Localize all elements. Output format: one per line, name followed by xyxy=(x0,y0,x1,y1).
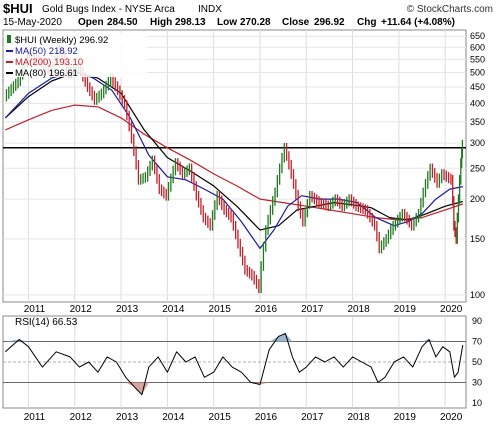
price-y-tick-label: 450 xyxy=(470,82,485,92)
legend-entry: MA(200) 193.10 xyxy=(15,57,83,68)
price-y-tick-label: 350 xyxy=(470,117,485,127)
ma50-line xyxy=(4,70,463,249)
close-label: Close xyxy=(282,17,310,28)
price-y-tick-label: 250 xyxy=(470,163,485,173)
price-x-tick-label: 2017 xyxy=(301,304,324,315)
rsi-x-tick-label: 2012 xyxy=(70,412,93,423)
price-y-tick-label: 400 xyxy=(470,98,485,108)
low-label: Low xyxy=(217,17,237,28)
price-panel: 2011 2012 2013 2014 2015 2016 2017 2018 2019 2020… xyxy=(2,29,485,315)
low-value: 270.28 xyxy=(240,17,271,28)
chart-symbol: $HUI xyxy=(3,1,33,16)
price-x-tick-label: 2014 xyxy=(162,304,185,315)
price-y-tick-label: 650 xyxy=(470,31,485,41)
rsi-oversold-fill xyxy=(125,382,135,388)
price-x-tick-label: 2013 xyxy=(116,304,139,315)
price-x-tick-label: 2011 xyxy=(24,304,46,315)
quote-date: 15-May-2020 xyxy=(3,17,62,28)
chg-label: Chg xyxy=(357,17,376,28)
rsi-x-tick-label: 2016 xyxy=(255,412,278,423)
legend-swatch xyxy=(7,35,11,43)
chg-value: +11.64 (+4.08%) xyxy=(381,17,455,28)
price-y-tick-label: 500 xyxy=(470,67,485,77)
price-x-tick-label: 2012 xyxy=(70,304,93,315)
rsi-x-tick-label: 2013 xyxy=(116,412,139,423)
ma200-line xyxy=(5,104,463,221)
price-y-tick-label: 550 xyxy=(470,54,485,64)
rsi-line xyxy=(4,332,464,396)
high-value: 298.13 xyxy=(175,17,206,28)
price-x-tick-label: 2020 xyxy=(440,304,463,315)
rsi-y-tick-label: 90 xyxy=(472,316,482,326)
rsi-overbought-fill xyxy=(5,339,20,342)
legend-box xyxy=(5,33,147,77)
rsi-label: RSI(14) 66.53 xyxy=(15,317,78,328)
chart-name: Gold Bugs Index - NYSE Arca xyxy=(42,4,175,15)
price-y-tick-label: 100 xyxy=(470,290,485,300)
price-x-tick-label: 2016 xyxy=(255,304,278,315)
legend-entry: $HUI (Weekly) 296.92 xyxy=(15,35,108,46)
rsi-y-tick-label: 70 xyxy=(472,337,482,347)
open-value: 284.50 xyxy=(107,17,138,28)
close-value: 296.92 xyxy=(314,17,345,28)
rsi-x-tick-label: 2019 xyxy=(394,412,417,423)
high-label: High xyxy=(150,17,172,28)
price-y-tick-label: 200 xyxy=(470,194,485,204)
rsi-x-tick-label: 2018 xyxy=(347,412,370,423)
chart-watermark: © StockCharts.com xyxy=(407,4,493,15)
rsi-x-tick-label: 2020 xyxy=(440,412,463,423)
price-x-tick-label: 2019 xyxy=(394,304,417,315)
price-y-tick-label: 600 xyxy=(470,42,485,52)
rsi-y-tick-label: 10 xyxy=(472,398,482,408)
price-y-tick-label: 300 xyxy=(470,138,485,148)
rsi-oversold-fill xyxy=(259,382,270,385)
rsi-oversold-fill xyxy=(134,382,142,395)
price-x-tick-label: 2015 xyxy=(209,304,232,315)
rsi-x-tick-label: 2015 xyxy=(209,412,232,423)
rsi-panel: 2011 2012 2013 2014 2015 2016 2017 2018 2019 2020… xyxy=(2,315,482,423)
rsi-y-tick-label: 50 xyxy=(472,357,482,367)
open-label: Open xyxy=(78,17,104,28)
rsi-x-tick-label: 2011 xyxy=(24,412,46,423)
legend-entry: MA(80) 196.61 xyxy=(15,68,78,79)
rsi-overbought-fill xyxy=(278,333,286,342)
rsi-y-tick-label: 30 xyxy=(472,377,482,387)
chart-exchange: INDX xyxy=(198,4,222,15)
rsi-x-tick-label: 2017 xyxy=(301,412,324,423)
price-y-tick-label: 150 xyxy=(470,234,485,244)
rsi-x-tick-label: 2014 xyxy=(162,412,185,423)
rsi-overbought-fill xyxy=(428,339,436,342)
price-x-tick-label: 2018 xyxy=(347,304,370,315)
rsi-oversold-fill xyxy=(141,382,149,395)
legend-entry: MA(50) 218.92 xyxy=(15,46,78,57)
